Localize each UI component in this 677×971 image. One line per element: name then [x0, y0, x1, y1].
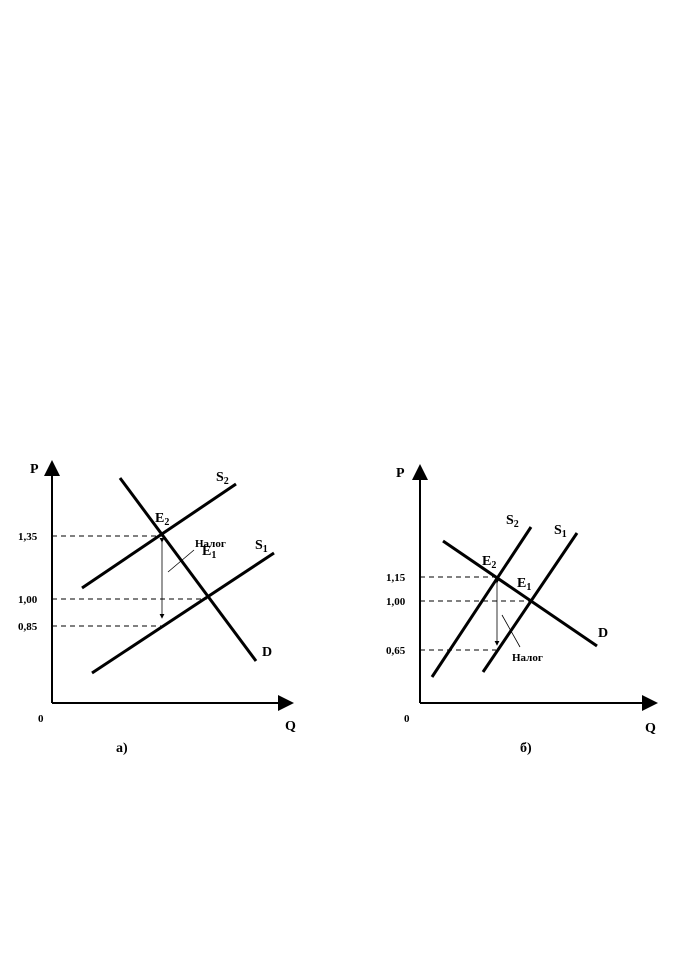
point-label: E1: [517, 576, 531, 593]
axis-label: Q: [645, 721, 656, 736]
origin: 0: [404, 713, 410, 725]
curve-label: S2: [506, 513, 519, 530]
tax-leader: [167, 549, 195, 573]
supply2-line: [81, 482, 237, 590]
caption: б): [520, 741, 532, 756]
supply1-line: [91, 551, 275, 675]
sub: 2: [491, 560, 496, 571]
sub: 2: [224, 476, 229, 487]
tick-label: 1,15: [386, 572, 406, 584]
tick-label: 0,85: [18, 621, 38, 633]
curve-label: S1: [554, 523, 567, 540]
panel-b: P Q 0 1,15 1,00 0,65 S2 S1 D E2 E1 Налог…: [386, 464, 658, 756]
demand-line: [442, 539, 598, 648]
tick-label: 0,65: [386, 645, 406, 657]
point-label: E2: [482, 554, 496, 571]
sub: 2: [514, 519, 519, 530]
letter: S: [506, 513, 514, 528]
tax-label: Налог: [195, 538, 226, 550]
letter: E: [155, 511, 164, 526]
curve-label: S2: [216, 470, 229, 487]
supply1-line: [481, 532, 579, 673]
axis-label: P: [30, 462, 39, 477]
sub: 2: [164, 517, 169, 528]
letter: S: [554, 523, 562, 538]
demand-line: [118, 477, 258, 662]
curve-label: D: [262, 645, 272, 660]
sub: 1: [211, 550, 216, 561]
curve-label: D: [598, 626, 608, 641]
curve-label: S1: [255, 538, 268, 555]
letter: S: [216, 470, 224, 485]
sub: 1: [263, 544, 268, 555]
letter: E: [517, 576, 526, 591]
sub: 1: [562, 529, 567, 540]
sub: 1: [526, 582, 531, 593]
supply2-line: [430, 526, 533, 678]
letter: S: [255, 538, 263, 553]
tax-leader: [501, 614, 521, 648]
tick-label: 1,35: [18, 531, 38, 543]
tick-label: 1,00: [18, 594, 38, 606]
point-label: E2: [155, 511, 169, 528]
caption: а): [116, 741, 128, 756]
letter: E: [202, 544, 211, 559]
origin: 0: [38, 713, 44, 725]
letter: E: [482, 554, 491, 569]
axis-label: P: [396, 466, 405, 481]
tick-label: 1,00: [386, 596, 406, 608]
axis-label: Q: [285, 719, 296, 734]
point-label: E1: [202, 544, 216, 561]
panel-a: P Q 0 1,35 1,00 0,85 S2 S1 D E2 E1 Налог…: [18, 460, 296, 756]
tax-label: Налог: [512, 652, 543, 664]
